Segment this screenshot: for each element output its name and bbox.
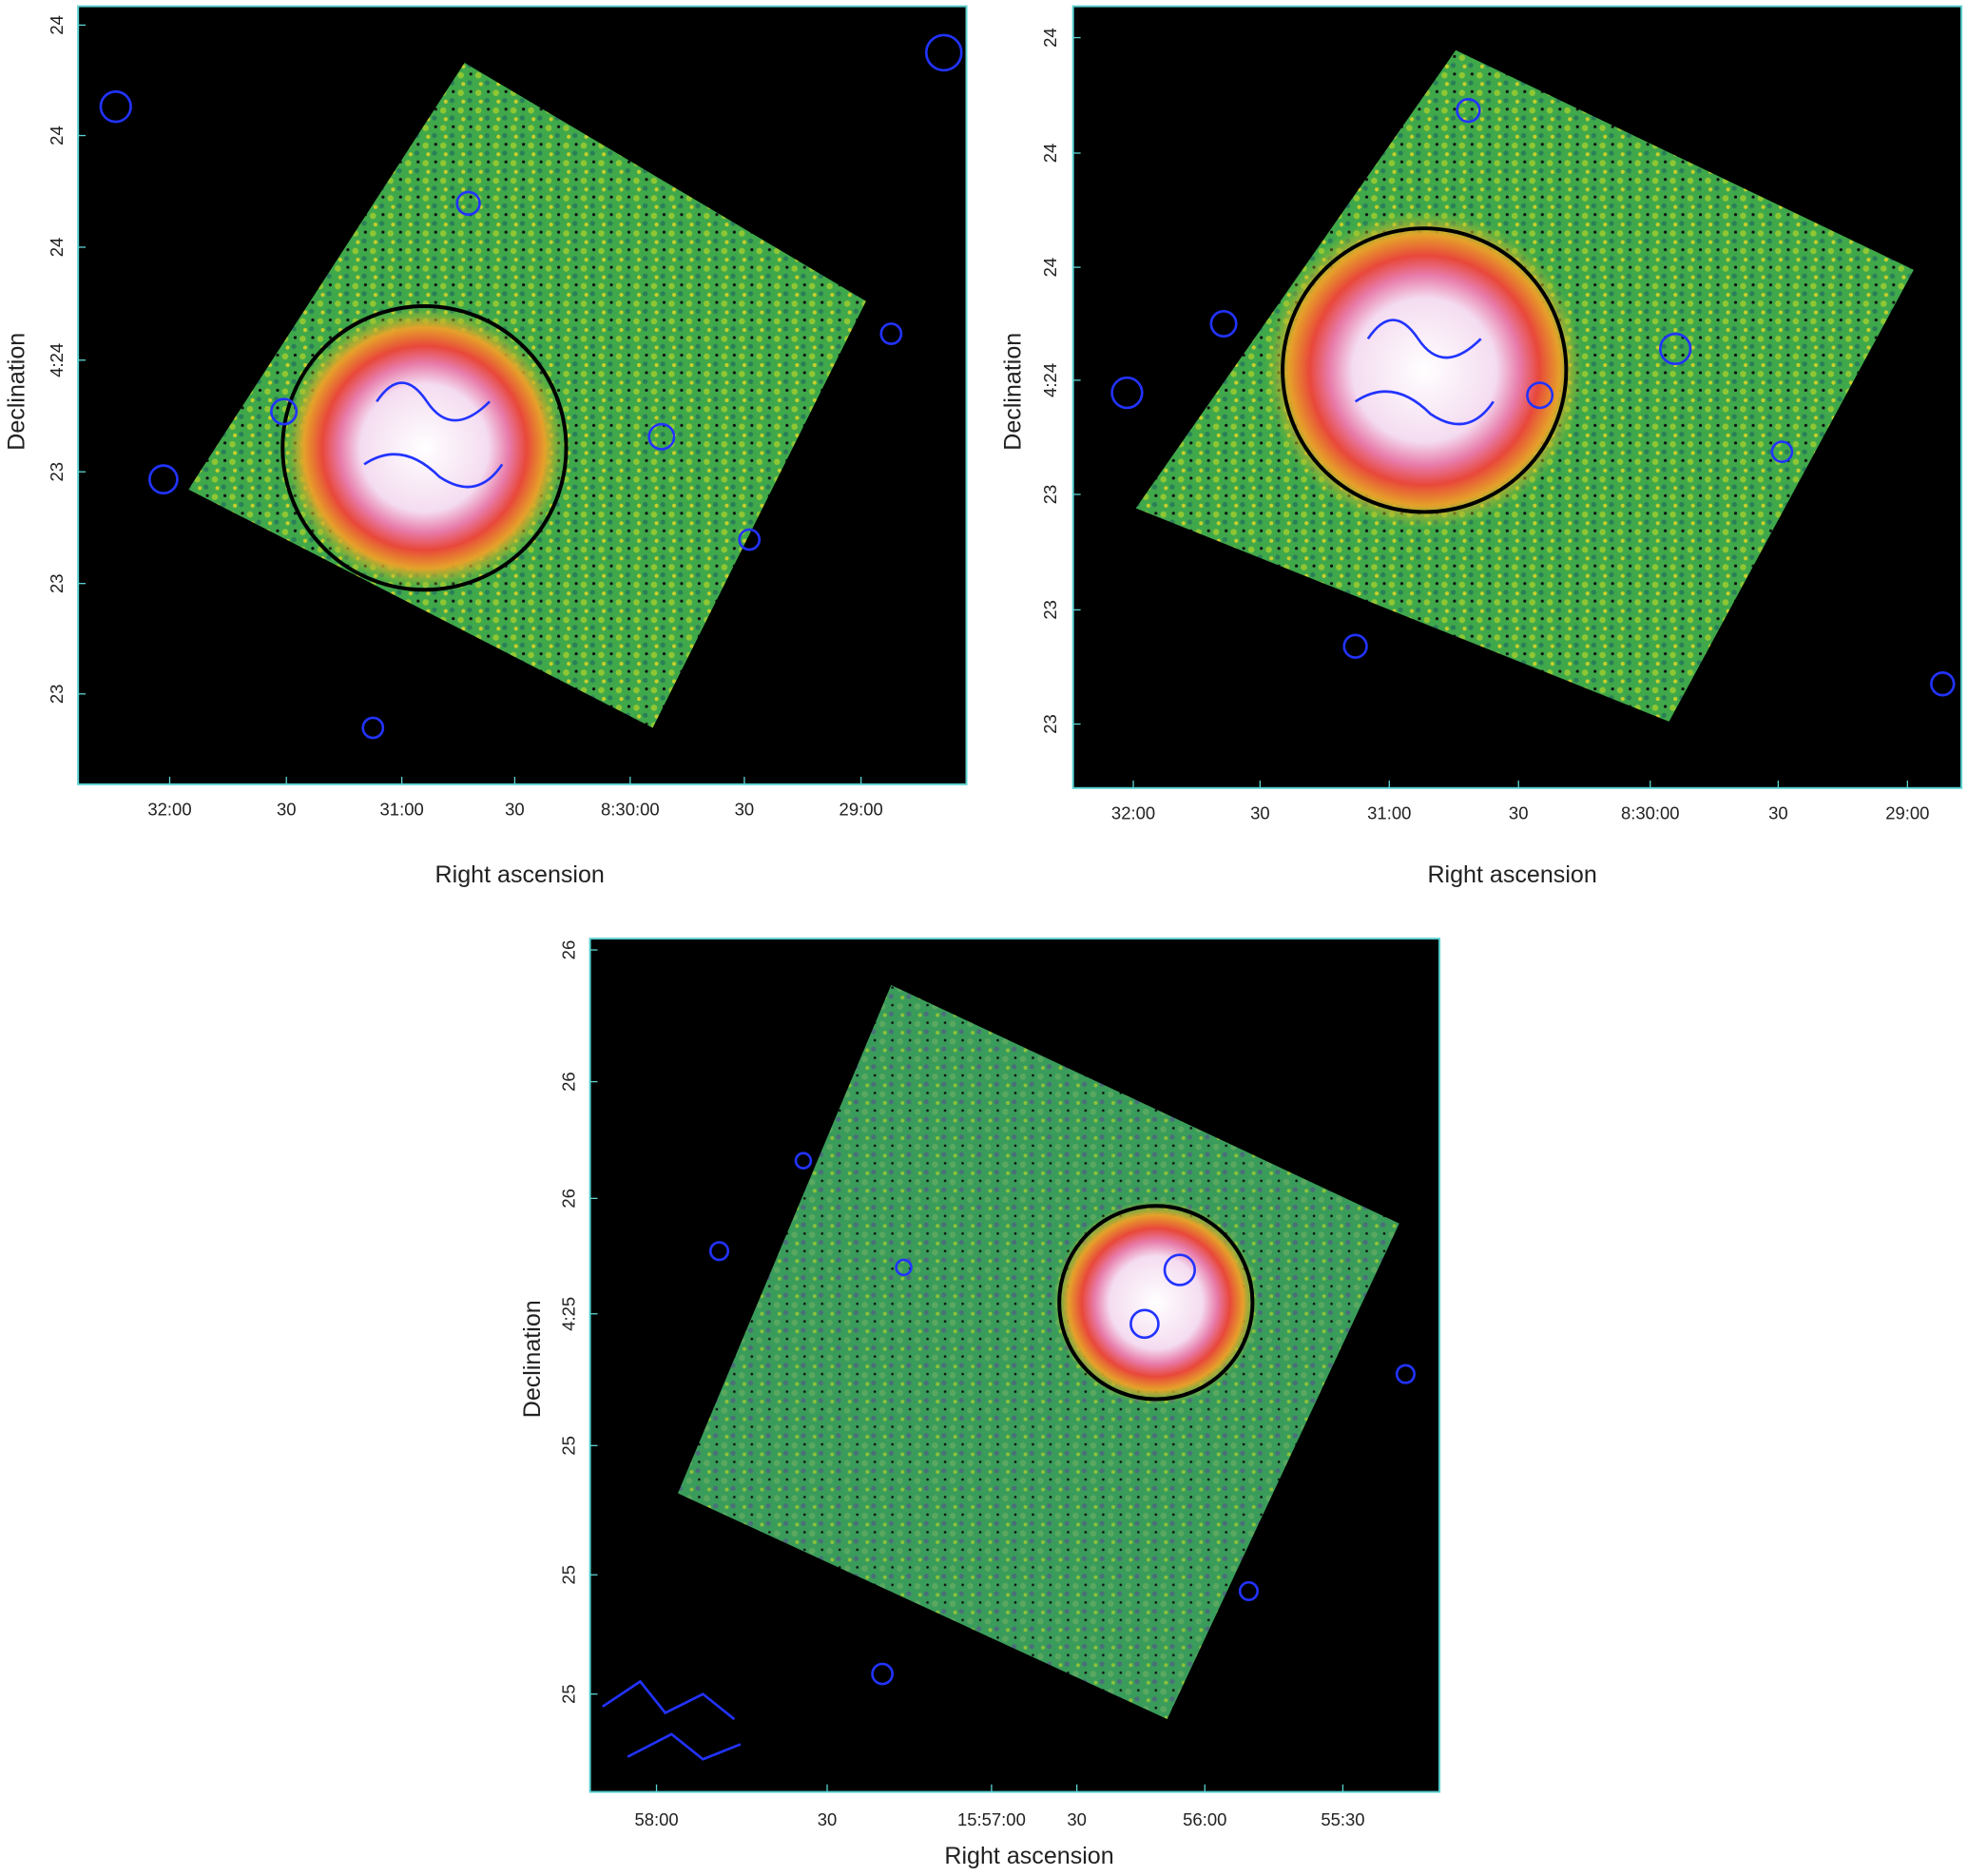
x-tick-label: 29:00 bbox=[1885, 803, 1929, 822]
x-tick-label: 30 bbox=[277, 799, 297, 819]
x-tick-label: 30 bbox=[1067, 1809, 1087, 1829]
y-tick-label: 23 bbox=[47, 685, 67, 705]
y-tick-label: 4:24 bbox=[1040, 363, 1060, 397]
y-tick-label: 24 bbox=[1040, 144, 1060, 164]
x-axis-label: Right ascension bbox=[944, 1843, 1113, 1869]
y-axis-label: Declination bbox=[3, 333, 29, 451]
y-tick-label: 24 bbox=[47, 126, 67, 145]
x-tick-label: 30 bbox=[818, 1809, 838, 1829]
y-tick-label: 24 bbox=[47, 15, 67, 35]
x-tick-label: 8:30:00 bbox=[601, 799, 660, 819]
x-tick-label: 30 bbox=[1768, 803, 1788, 822]
y-tick-label: 23 bbox=[1040, 714, 1060, 734]
x-tick-label: 30 bbox=[1509, 803, 1529, 822]
y-tick-label: 26 bbox=[558, 1072, 578, 1092]
panel-image bbox=[588, 938, 1441, 1793]
x-tick-label: 8:30:00 bbox=[1621, 803, 1680, 822]
y-tick-label: 23 bbox=[1040, 485, 1060, 505]
x-tick-label: 31:00 bbox=[1367, 803, 1411, 822]
x-tick-label: 29:00 bbox=[839, 799, 883, 819]
x-tick-label: 32:00 bbox=[147, 799, 191, 819]
x-tick-label: 32:00 bbox=[1111, 803, 1155, 822]
y-tick-label: 25 bbox=[558, 1436, 578, 1456]
y-axis-label: Declination bbox=[999, 333, 1026, 451]
y-tick-label: 23 bbox=[47, 462, 67, 482]
x-tick-label: 30 bbox=[1250, 803, 1270, 822]
y-tick-label: 24 bbox=[47, 238, 67, 258]
x-tick-label: 30 bbox=[735, 799, 755, 819]
y-tick-label: 23 bbox=[47, 573, 67, 593]
y-tick-label: 25 bbox=[558, 1684, 578, 1704]
y-axis-label: Declination bbox=[519, 1300, 546, 1418]
x-tick-label: 58:00 bbox=[634, 1809, 678, 1829]
y-tick-label: 26 bbox=[558, 940, 578, 960]
x-axis-label: Right ascension bbox=[1427, 861, 1596, 888]
y-tick-label: 23 bbox=[1040, 600, 1060, 620]
x-tick-label: 55:30 bbox=[1321, 1809, 1364, 1829]
x-axis-label: Right ascension bbox=[435, 861, 605, 888]
panel-image bbox=[77, 5, 968, 785]
y-tick-label: 4:24 bbox=[47, 343, 67, 377]
axis-labels: 24 24 24 4:24 23 23 23 32:00 30 31:00 30 8:30:00 30 2… bbox=[3, 15, 1929, 1869]
y-tick-label: 25 bbox=[558, 1565, 578, 1585]
panel-image bbox=[1071, 5, 1963, 789]
x-tick-label: 15:57:00 bbox=[957, 1809, 1026, 1829]
x-tick-label: 31:00 bbox=[380, 799, 424, 819]
x-tick-label: 30 bbox=[505, 799, 525, 819]
y-tick-label: 24 bbox=[1040, 28, 1060, 48]
y-tick-label: 24 bbox=[1040, 258, 1060, 278]
x-tick-label: 56:00 bbox=[1183, 1809, 1226, 1829]
y-tick-label: 4:25 bbox=[558, 1297, 578, 1331]
y-tick-label: 26 bbox=[558, 1189, 578, 1209]
